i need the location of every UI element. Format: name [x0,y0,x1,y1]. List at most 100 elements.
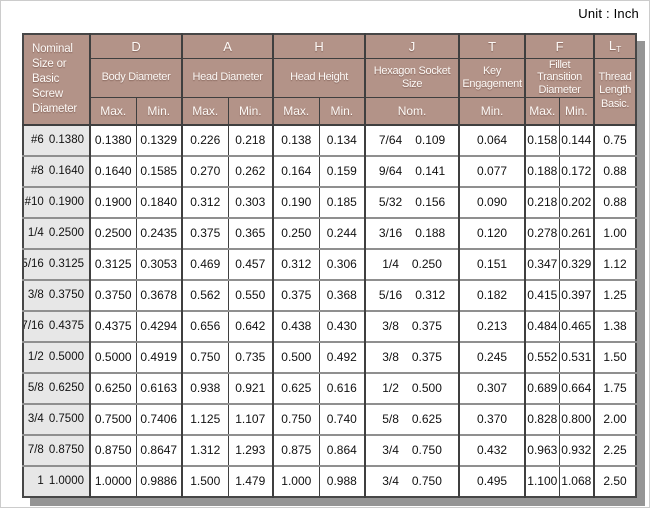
head-height-min-cell: 0.306 [318,247,366,280]
key-engagement-min-cell: 0.064 [458,123,526,156]
socket-size-decimal: 0.109 [415,133,446,148]
nominal-size-cell: #8 0.1640 [22,154,91,187]
nominal-size-pair: 1/2 0.5000 [24,351,89,363]
socket-size-fraction: 1/4 [382,257,399,272]
fillet-transition-max-cell: 0.188 [524,154,560,187]
key-engagement-min-cell: 0.495 [458,464,526,497]
group-name-fillet-transition-diameter: Fillet Transition Diameter [524,58,595,99]
fillet-transition-max-cell: 0.828 [524,402,560,435]
head-diameter-min-cell: 0.642 [227,309,274,342]
socket-size-fraction: 3/8 [382,319,399,334]
head-height-max-cell: 0.875 [272,433,320,466]
thread-length-basic-cell: 0.88 [593,185,637,218]
fillet-transition-min-cell: 0.172 [558,154,595,187]
fillet-transition-max-cell: 0.484 [524,309,560,342]
size-designator: 1 [37,475,44,488]
head-diameter-min-cell: 1.107 [227,402,274,435]
nominal-size-pair: 1/4 0.2500 [24,227,89,239]
head-height-max-cell: 1.000 [272,464,320,497]
fillet-transition-min-cell: 0.932 [558,433,595,466]
socket-size-pair: 7/64 0.109 [367,133,458,148]
table-row: 1 1.0000 1.0000 0.9886 1.500 1.479 1.000 … [22,464,637,497]
hexagon-socket-nom-cell: 1/2 0.500 [364,371,460,404]
nominal-size-cell: 7/8 0.8750 [22,433,91,466]
nominal-size-pair: #6 0.1380 [24,134,89,146]
group-name-head-height: Head Height [272,58,366,99]
body-diameter-max-cell: 0.3125 [89,247,137,280]
nominal-size-cell: 5/16 0.3125 [22,247,91,280]
key-engagement-min-cell: 0.307 [458,371,526,404]
thread-length-basic-cell: 2.00 [593,402,637,435]
basic-diameter-value: 0.7500 [48,413,84,426]
basic-diameter-value: 0.8750 [48,444,84,457]
corner-header: Nominal Size or Basic Screw Diameter [22,34,91,126]
hexagon-socket-nom-cell: 3/8 0.375 [364,340,460,373]
socket-size-pair: 3/8 0.375 [367,319,458,334]
socket-size-fraction: 3/4 [382,474,399,489]
body-diameter-max-cell: 1.0000 [89,464,137,497]
socket-size-pair: 3/4 0.750 [367,474,458,489]
table-body: #6 0.1380 0.1380 0.1329 0.226 0.218 0.138… [22,123,637,497]
table-row: 3/8 0.3750 0.3750 0.3678 0.562 0.550 0.37… [22,278,637,311]
group-letter-a: A [181,34,274,59]
socket-size-pair: 5/16 0.312 [367,288,458,302]
table-row: #8 0.1640 0.1640 0.1585 0.270 0.262 0.164… [22,154,637,187]
head-diameter-min-cell: 1.479 [227,464,274,497]
head-height-min-cell: 0.430 [318,309,366,342]
hexagon-socket-nom-cell: 9/64 0.141 [364,154,460,187]
subheader-d-max: Max. [89,97,137,126]
head-diameter-min-cell: 0.262 [227,154,274,187]
fillet-transition-max-cell: 1.100 [524,464,560,497]
basic-diameter-value: 0.3125 [48,258,84,271]
fillet-transition-min-cell: 0.261 [558,216,595,249]
group-letter-h: H [272,34,366,59]
table-row: 1/2 0.5000 0.5000 0.4919 0.750 0.735 0.50… [22,340,637,373]
key-engagement-min-cell: 0.370 [458,402,526,435]
head-height-min-cell: 0.492 [318,340,366,373]
key-engagement-min-cell: 0.245 [458,340,526,373]
fillet-transition-min-cell: 1.068 [558,464,595,497]
table-row: #6 0.1380 0.1380 0.1329 0.226 0.218 0.138… [22,123,637,156]
body-diameter-max-cell: 0.6250 [89,371,137,404]
body-diameter-min-cell: 0.8647 [135,433,183,466]
basic-diameter-value: 0.1640 [48,165,84,178]
nominal-size-cell: #10 0.1900 [22,185,91,218]
nominal-size-cell: 3/4 0.7500 [22,402,91,435]
group-letter-d: D [88,34,183,59]
head-diameter-min-cell: 1.293 [227,433,274,466]
body-diameter-max-cell: 0.1640 [89,154,137,187]
head-height-min-cell: 0.159 [318,154,366,187]
fillet-transition-min-cell: 0.397 [558,278,595,311]
head-diameter-min-cell: 0.735 [227,340,274,373]
head-diameter-max-cell: 1.125 [181,402,229,435]
nominal-size-cell: #6 0.1380 [22,123,91,156]
body-diameter-min-cell: 0.1329 [135,123,183,156]
basic-diameter-value: 1.0000 [48,475,84,488]
body-diameter-min-cell: 0.6163 [135,371,183,404]
nominal-size-cell: 1 1.0000 [22,464,91,497]
head-diameter-max-cell: 0.469 [181,247,229,280]
body-diameter-min-cell: 0.3053 [135,247,183,280]
head-height-min-cell: 0.740 [318,402,366,435]
head-diameter-min-cell: 0.921 [227,371,274,404]
body-diameter-max-cell: 0.2500 [89,216,137,249]
socket-size-pair: 1/2 0.500 [367,381,458,396]
fillet-transition-min-cell: 0.202 [558,185,595,218]
socket-size-decimal: 0.250 [411,257,442,272]
thread-length-basic-cell: 2.50 [593,464,637,497]
body-diameter-min-cell: 0.1840 [135,185,183,218]
body-diameter-max-cell: 0.8750 [89,433,137,466]
socket-size-pair: 3/4 0.750 [367,443,458,458]
head-height-min-cell: 0.134 [318,123,366,156]
size-designator: #6 [31,134,44,147]
head-diameter-max-cell: 0.562 [181,278,229,311]
head-diameter-min-cell: 0.457 [227,247,274,280]
socket-size-decimal: 0.500 [411,381,442,396]
fillet-transition-min-cell: 0.329 [558,247,595,280]
size-designator: 7/16 [23,320,44,333]
hexagon-socket-nom-cell: 5/32 0.156 [364,185,460,218]
fillet-transition-max-cell: 0.415 [524,278,560,311]
lt-letter-main: L [608,38,617,54]
header-row-names: Body Diameter Head Diameter Head Height … [23,58,637,126]
socket-size-fraction: 3/4 [382,443,399,458]
